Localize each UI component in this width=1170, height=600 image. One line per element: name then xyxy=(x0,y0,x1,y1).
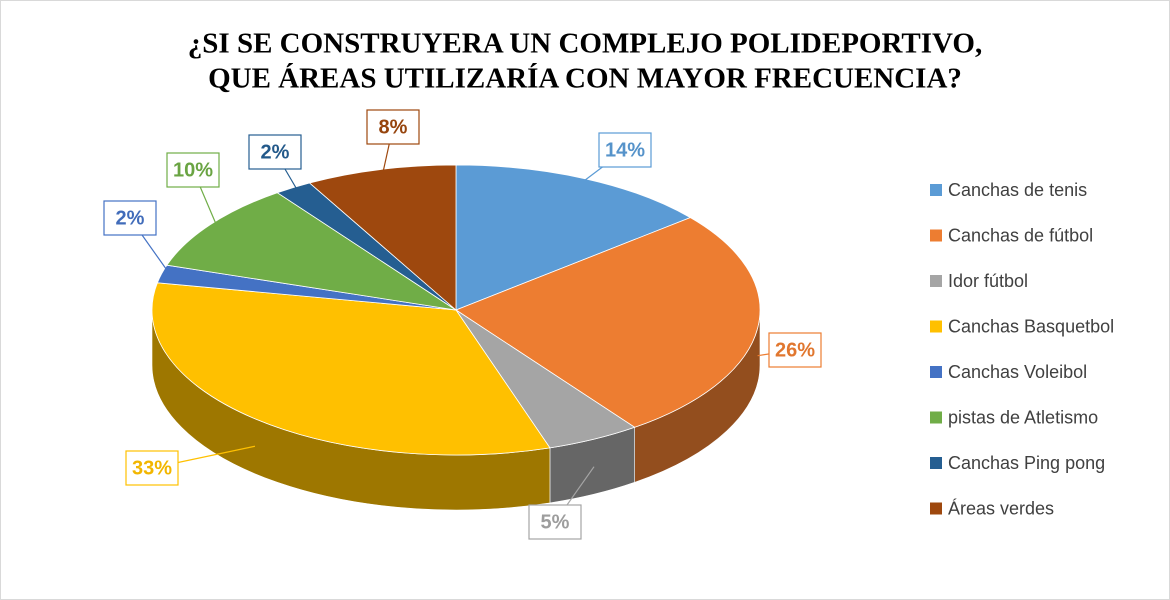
label-box xyxy=(166,152,220,188)
legend-swatch xyxy=(930,229,942,242)
legend-label: Áreas verdes xyxy=(948,498,1054,518)
legend-swatch xyxy=(930,184,942,196)
slice xyxy=(308,164,457,311)
legend-label: Canchas Ping pong xyxy=(948,453,1105,473)
slice xyxy=(166,192,457,311)
legend-label: pistas de Atletismo xyxy=(948,407,1098,427)
data-label: 2% xyxy=(116,207,145,229)
legend-label: Canchas de fútbol xyxy=(948,225,1093,245)
label-box xyxy=(248,134,302,170)
legend-swatch xyxy=(930,457,942,469)
legend-swatch xyxy=(930,502,942,515)
data-label: 8% xyxy=(379,116,408,138)
data-label: 10% xyxy=(173,159,213,181)
data-label: 26% xyxy=(775,339,815,361)
legend-swatch xyxy=(930,366,942,378)
slice xyxy=(455,164,692,311)
label-box xyxy=(103,200,157,236)
label-box xyxy=(598,132,652,168)
chart-title: ¿SI SE CONSTRUYERA UN COMPLEJO POLIDEPOR… xyxy=(188,28,982,60)
data-label: 2% xyxy=(261,141,290,163)
legend-label: Idor fútbol xyxy=(948,271,1028,291)
legend-swatch xyxy=(930,275,942,287)
slice xyxy=(455,217,761,428)
legend-label: Canchas de tenis xyxy=(948,180,1087,200)
chart-title: QUE ÁREAS UTILIZARÍA CON MAYOR FRECUENCI… xyxy=(208,62,962,95)
data-label: 33% xyxy=(132,457,172,479)
data-label: 14% xyxy=(605,139,645,161)
legend-swatch xyxy=(930,411,942,424)
label-box xyxy=(366,109,420,145)
label-box xyxy=(528,504,582,540)
label-box xyxy=(768,332,822,368)
legend-label: Canchas Basquetbol xyxy=(948,316,1114,336)
data-label: 5% xyxy=(541,511,570,533)
label-box xyxy=(125,450,179,486)
slice xyxy=(151,282,551,456)
legend-label: Canchas Voleibol xyxy=(948,362,1087,382)
legend-swatch xyxy=(930,320,942,333)
